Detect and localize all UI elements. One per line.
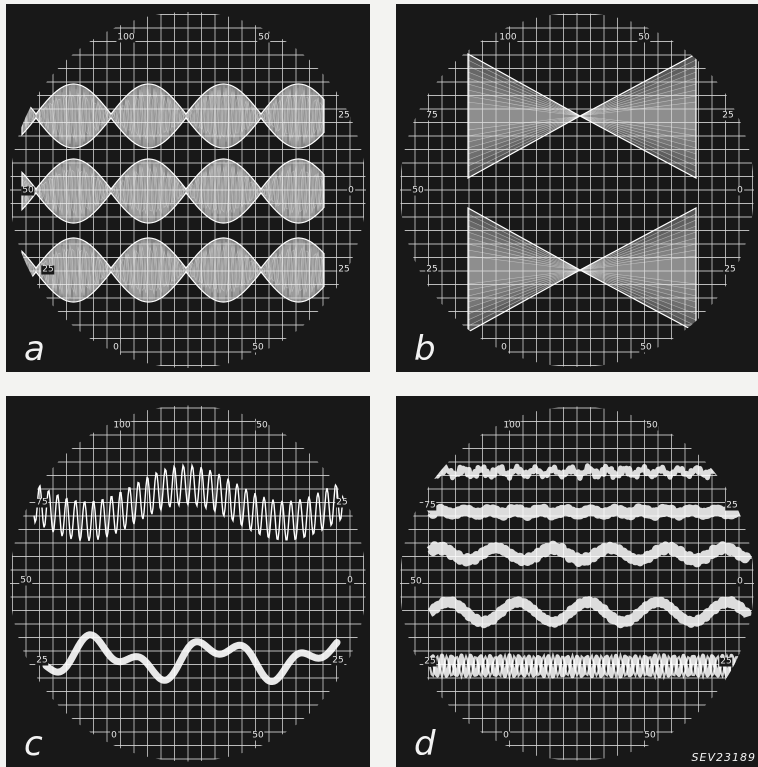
scale-label: 25 [721, 110, 735, 121]
scale-label: 100 [116, 32, 136, 43]
scale-label: 50 [637, 32, 651, 43]
scale-label: 50 [639, 342, 653, 353]
scale-label: 0 [346, 575, 354, 586]
scale-label: 75 [423, 500, 437, 511]
scale-label: 100 [498, 32, 518, 43]
scale-label: 25 [35, 655, 49, 666]
graticule-grid [10, 405, 366, 762]
scale-label: 25 [337, 110, 351, 121]
panel-letter: c [24, 724, 43, 764]
oscilloscope-screen [10, 12, 366, 368]
scale-label: 50 [19, 575, 33, 586]
scale-label: 50 [411, 185, 425, 196]
scale-label: 100 [502, 420, 522, 431]
scale-label: 25 [423, 656, 437, 667]
scale-label: 25 [337, 264, 351, 275]
panel-letter: d [414, 724, 436, 764]
scale-label: 25 [719, 656, 733, 667]
scale-label: 0 [736, 576, 744, 587]
scale-label: 25 [725, 500, 739, 511]
scale-label: 25 [41, 264, 55, 275]
trace-c [33, 462, 347, 685]
scale-label: 75 [425, 110, 439, 121]
scale-label: 0 [112, 342, 120, 353]
trace-d [426, 462, 753, 681]
oscilloscope-screen [400, 13, 754, 367]
scale-label: 50 [645, 420, 659, 431]
scale-label: 50 [409, 576, 423, 587]
oscillogram-panel-a: 100 50 25 50 0 25 25 0 50 a [6, 4, 370, 372]
graticule-grid [400, 13, 754, 367]
scale-label: 50 [257, 32, 271, 43]
scale-label: 25 [425, 264, 439, 275]
oscilloscope-screen [400, 406, 754, 761]
oscillogram-panel-d: 100 50 75 25 50 0 25 25 0 50 d SEV23189 [396, 396, 758, 767]
graticule-grid [400, 406, 754, 761]
trace-a [21, 83, 325, 303]
scale-label: 25 [331, 655, 345, 666]
oscillogram-panel-c: 100 50 75 25 50 0 25 25 0 50 c [6, 396, 370, 767]
oscilloscope-screen [10, 405, 366, 762]
figure-code: SEV23189 [691, 751, 756, 764]
oscillogram-panel-b: 100 50 75 25 50 0 25 25 0 50 b [396, 4, 758, 372]
scale-label: 0 [502, 730, 510, 741]
scale-label: 50 [251, 730, 265, 741]
scale-label: 25 [723, 264, 737, 275]
scale-label: 0 [110, 730, 118, 741]
scale-label: 0 [736, 185, 744, 196]
scale-label: 0 [500, 342, 508, 353]
scale-label: 0 [347, 185, 355, 196]
scale-label: 50 [643, 730, 657, 741]
scale-label: 100 [112, 420, 132, 431]
scale-label: 50 [21, 185, 35, 196]
panel-letter: a [24, 329, 45, 369]
panel-letter: b [414, 329, 436, 369]
scale-label: 50 [251, 342, 265, 353]
scale-label: 75 [35, 497, 49, 508]
scale-label: 50 [255, 420, 269, 431]
scale-label: 25 [335, 497, 349, 508]
